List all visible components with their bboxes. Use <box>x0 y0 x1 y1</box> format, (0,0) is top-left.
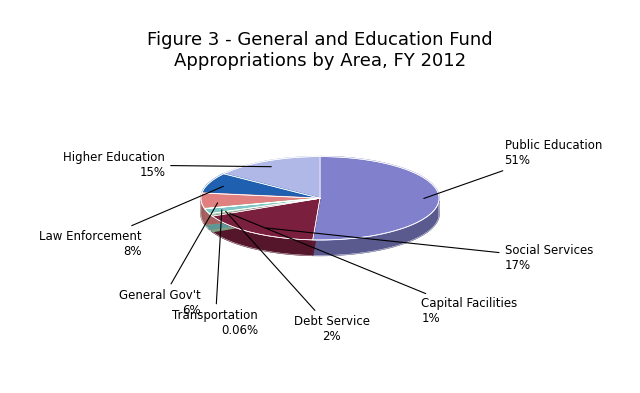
Polygon shape <box>209 198 320 229</box>
Polygon shape <box>205 209 209 229</box>
Polygon shape <box>205 198 320 224</box>
Polygon shape <box>205 198 320 224</box>
Text: General Gov't
6%: General Gov't 6% <box>119 203 218 317</box>
Polygon shape <box>313 156 439 240</box>
Polygon shape <box>212 216 313 255</box>
Polygon shape <box>209 198 320 216</box>
Text: Transportation
0.06%: Transportation 0.06% <box>172 210 258 337</box>
Polygon shape <box>201 198 205 224</box>
Polygon shape <box>202 174 320 198</box>
Polygon shape <box>313 201 439 255</box>
Polygon shape <box>205 198 320 224</box>
Polygon shape <box>313 198 320 255</box>
Polygon shape <box>224 156 320 198</box>
Text: Social Services
17%: Social Services 17% <box>266 228 593 272</box>
Polygon shape <box>212 198 320 240</box>
Polygon shape <box>209 214 212 231</box>
Text: Capital Facilities
1%: Capital Facilities 1% <box>230 213 518 325</box>
Polygon shape <box>205 198 320 209</box>
Text: Debt Service
2%: Debt Service 2% <box>226 211 370 343</box>
Text: Higher Education
15%: Higher Education 15% <box>63 151 271 179</box>
Polygon shape <box>212 198 320 231</box>
Ellipse shape <box>201 172 439 255</box>
Text: Law Enforcement
8%: Law Enforcement 8% <box>39 186 223 257</box>
Polygon shape <box>205 198 320 224</box>
Text: Figure 3 - General and Education Fund
Appropriations by Area, FY 2012: Figure 3 - General and Education Fund Ap… <box>147 31 493 70</box>
Polygon shape <box>313 198 320 255</box>
Polygon shape <box>209 198 320 229</box>
Text: Public Education
51%: Public Education 51% <box>424 139 602 198</box>
Polygon shape <box>212 198 320 231</box>
Polygon shape <box>205 198 320 214</box>
Polygon shape <box>201 193 320 209</box>
